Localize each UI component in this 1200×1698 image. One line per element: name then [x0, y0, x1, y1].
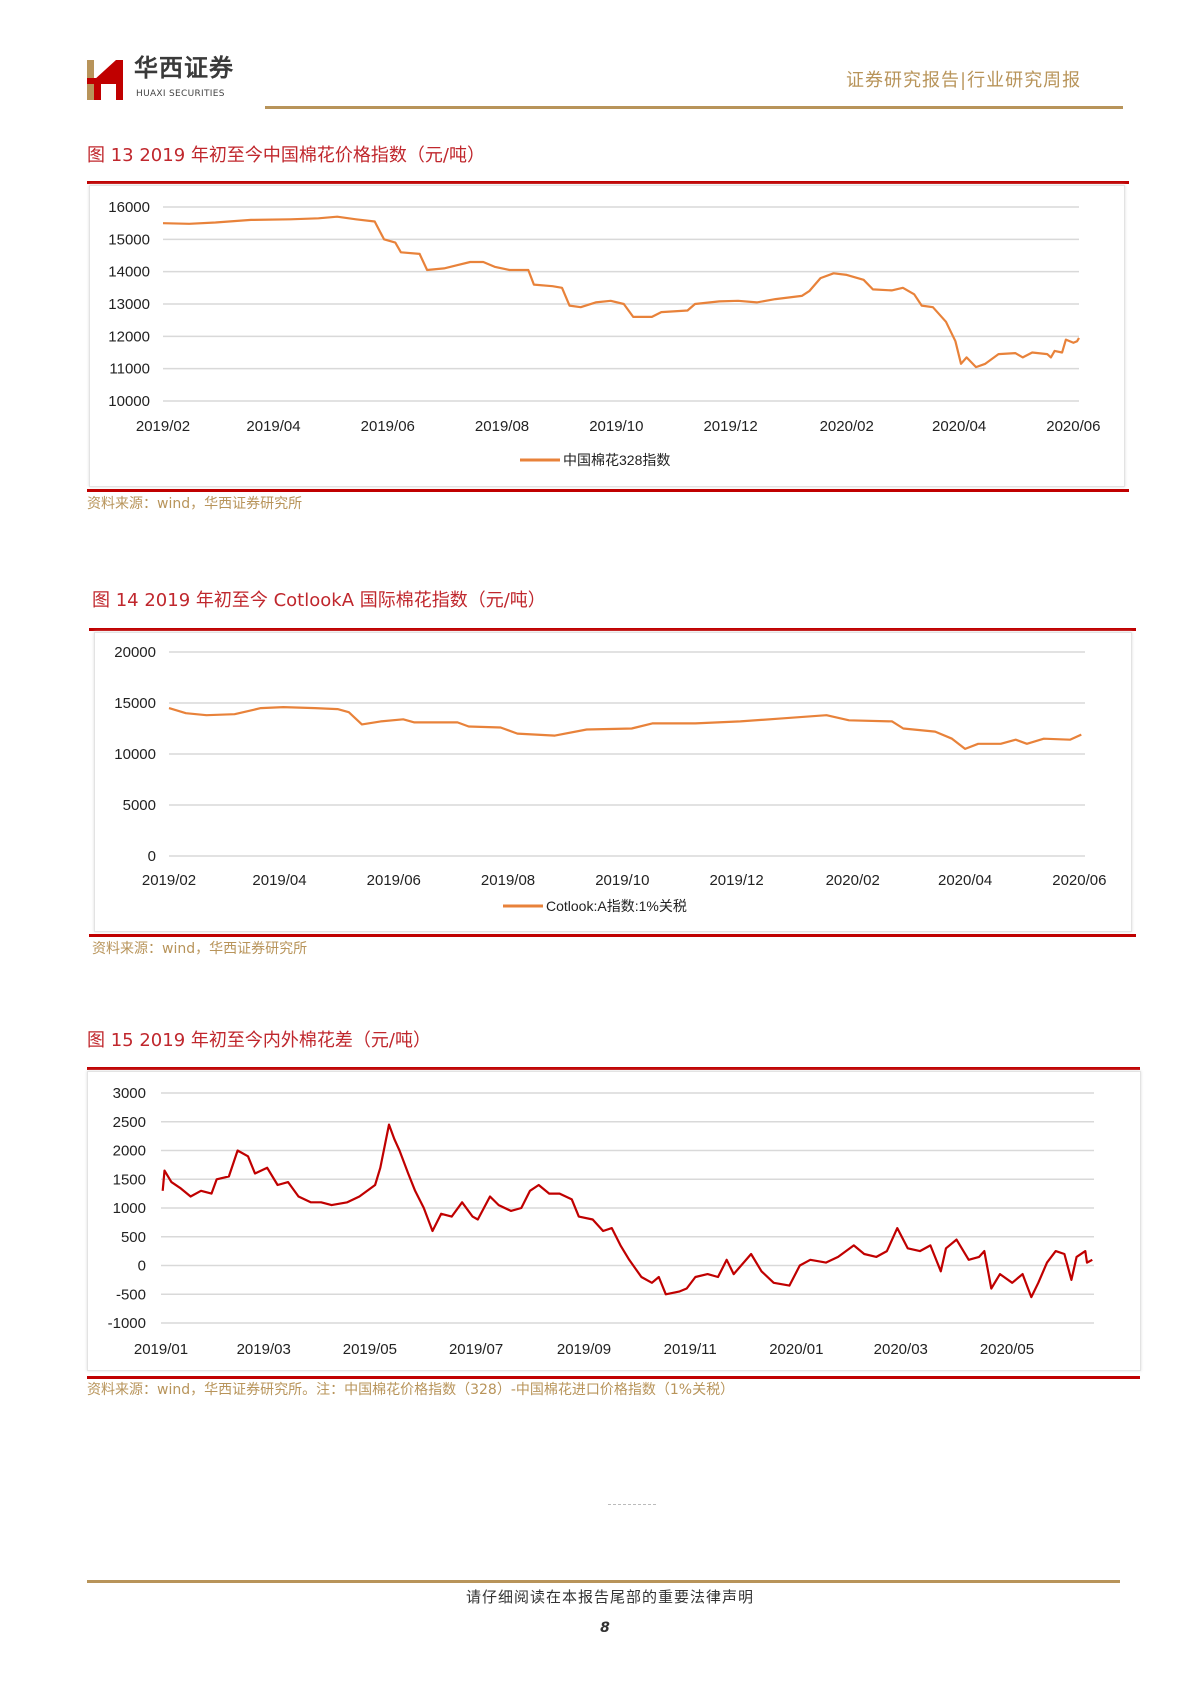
- figure-15-top-rule: [87, 1067, 1140, 1070]
- figure-14-chart-box: [94, 632, 1132, 932]
- huaxi-logo-icon: [87, 60, 123, 100]
- figure-14-title: 图 14 2019 年初至今 CotlookA 国际棉花指数（元/吨）: [92, 590, 546, 611]
- figure-15-source: 资料来源：wind，华西证券研究所。注：中国棉花价格指数（328）-中国棉花进口…: [87, 1382, 735, 1398]
- figure-13-chart-box: [89, 185, 1125, 487]
- figure-15-bottom-rule: [87, 1376, 1140, 1379]
- report-type: 证券研究报告|行业研究周报: [846, 70, 1082, 91]
- page-number: 8: [600, 1620, 610, 1636]
- logo-text-cn: 华西证券: [134, 53, 234, 82]
- figure-15-chart-box: [87, 1071, 1141, 1371]
- figure-14-source: 资料来源：wind，华西证券研究所: [92, 941, 308, 957]
- footer-divider: [87, 1580, 1120, 1583]
- figure-13-top-rule: [87, 181, 1129, 184]
- figure-15-title: 图 15 2019 年初至今内外棉花差（元/吨）: [87, 1030, 431, 1051]
- header-divider: [265, 106, 1123, 109]
- logo-text-en: HUAXI SECURITIES: [136, 89, 225, 99]
- footer-disclaimer: 请仔细阅读在本报告尾部的重要法律声明: [465, 1588, 754, 1606]
- figure-14-bottom-rule: [89, 934, 1136, 937]
- figure-14-top-rule: [89, 628, 1136, 631]
- separator-dashes: [608, 1504, 656, 1505]
- figure-13-source: 资料来源：wind，华西证券研究所: [87, 496, 303, 512]
- figure-13-bottom-rule: [87, 489, 1129, 492]
- figure-13-title: 图 13 2019 年初至今中国棉花价格指数（元/吨）: [87, 145, 485, 166]
